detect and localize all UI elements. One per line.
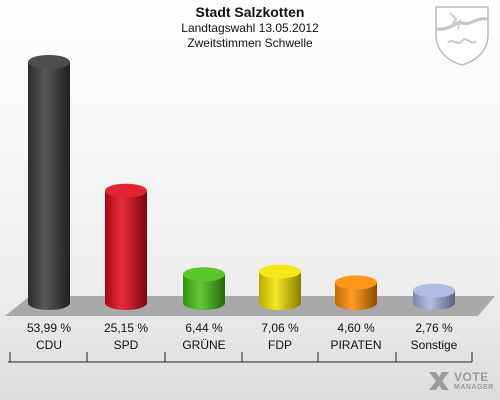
bar-body: [259, 271, 301, 310]
bar-fdp: [259, 264, 301, 310]
votemanager-logo: VOTE MANAGER: [426, 366, 498, 398]
checkmark-logo-icon: [429, 372, 449, 390]
value-label: 53,99 %: [27, 321, 71, 335]
category-label: FDP: [268, 338, 292, 352]
value-label: 25,15 %: [104, 321, 148, 335]
logo-word-vote: VOTE: [454, 370, 489, 384]
value-label: 4,60 %: [337, 321, 375, 335]
bar-cap: [259, 264, 301, 279]
value-labels: 53,99 % 25,15 % 6,44 % 7,06 % 4,60 % 2,76 %: [27, 321, 453, 335]
bar-body: [335, 282, 377, 310]
chart-title: Stadt Salzkotten: [195, 4, 305, 20]
value-label: 2,76 %: [415, 321, 453, 335]
chart-header: Stadt Salzkotten Landtagswahl 13.05.2012…: [0, 4, 500, 51]
bars: [28, 55, 455, 310]
bar-sonstige: [413, 283, 455, 310]
category-label: Sonstige: [411, 338, 458, 352]
bar-cdu: [28, 55, 70, 310]
bar-cap: [413, 283, 455, 298]
chart-subtitle-2: Zweitstimmen Schwelle: [187, 36, 313, 50]
bar-body: [105, 190, 147, 310]
category-label: CDU: [36, 338, 62, 352]
axis-ticks: [8, 352, 473, 363]
bar-grüne: [183, 267, 225, 310]
logo-word-manager: MANAGER: [454, 384, 494, 391]
bar-cap: [183, 267, 225, 282]
value-label: 7,06 %: [261, 321, 299, 335]
bar-cap: [105, 183, 147, 198]
category-label: GRÜNE: [182, 338, 225, 352]
value-label: 6,44 %: [185, 321, 223, 335]
category-label: SPD: [114, 338, 139, 352]
bar-cap: [28, 55, 70, 69]
category-label: PIRATEN: [330, 338, 381, 352]
category-labels: CDU SPD GRÜNE FDP PIRATEN Sonstige: [36, 338, 458, 352]
bar-spd: [105, 183, 147, 310]
coat-of-arms-icon: [435, 6, 489, 66]
bar-cap: [335, 275, 377, 290]
chart-subtitle: Landtagswahl 13.05.2012: [181, 21, 319, 35]
bar-body: [183, 274, 225, 310]
bar-body: [28, 62, 70, 310]
bar-piraten: [335, 275, 377, 310]
